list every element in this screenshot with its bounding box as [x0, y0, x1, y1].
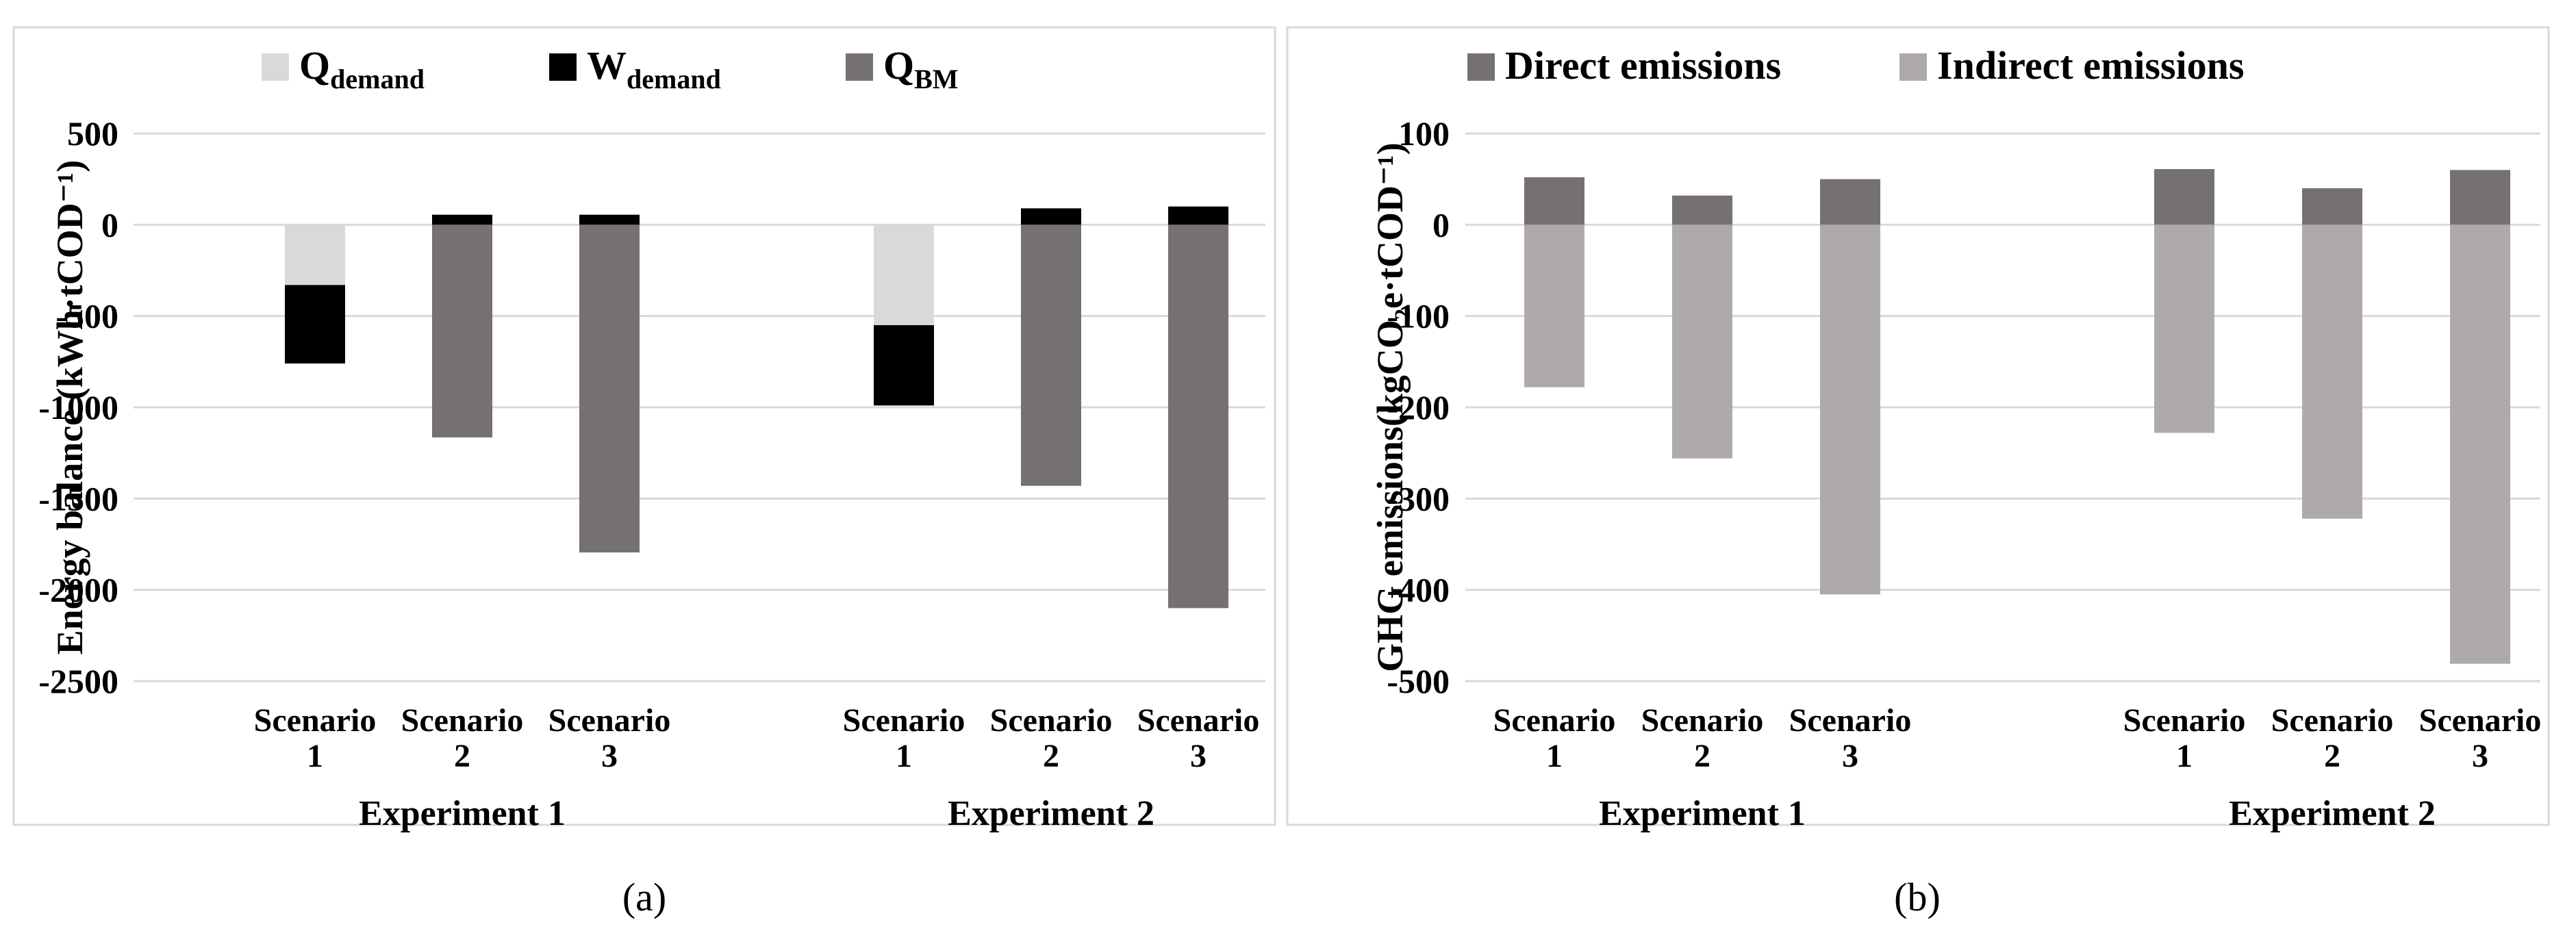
x-category-number: 3 — [1190, 738, 1207, 774]
x-category-label: Scenario — [990, 702, 1113, 739]
legend-swatch — [262, 53, 289, 81]
bar-q-bm — [1021, 225, 1081, 486]
bar-w-demand — [1021, 208, 1081, 225]
bar-w-demand — [579, 214, 640, 225]
y-tick-label: -400 — [1387, 571, 1450, 609]
bar-q-demand — [874, 225, 934, 325]
x-category-number: 2 — [1694, 738, 1710, 774]
panel-label: (b) — [1894, 875, 1941, 919]
x-category-number: 3 — [1842, 738, 1858, 774]
bar-direct-emissions — [2450, 170, 2510, 225]
x-category-number: 2 — [454, 738, 470, 774]
y-tick-label: -500 — [1387, 662, 1450, 700]
x-category-number: 2 — [2324, 738, 2340, 774]
legend-swatch — [846, 53, 873, 81]
x-category-number: 1 — [307, 738, 323, 774]
legend-label: Qdemand — [299, 43, 425, 94]
chart-frame — [1286, 26, 2550, 826]
y-tick-label: -300 — [1387, 479, 1450, 518]
legend-label-subscript: demand — [330, 64, 425, 94]
y-axis-label: GHG emissions(kgCO₂e·tCOD⁻¹) — [1369, 142, 1411, 672]
y-tick-label: 0 — [1432, 205, 1450, 244]
x-category-label: Scenario — [2419, 702, 2542, 739]
x-category-number: 1 — [1546, 738, 1563, 774]
bar-direct-emissions — [1672, 195, 1732, 225]
legend-swatch — [1899, 53, 1927, 81]
bar-q-bm — [1168, 225, 1228, 609]
y-tick-label: -2000 — [38, 571, 118, 609]
bar-q-bm — [579, 225, 640, 552]
y-tick-label: 100 — [1398, 114, 1450, 153]
bar-q-bm — [432, 225, 492, 437]
x-category-number: 3 — [601, 738, 618, 774]
bar-indirect-emissions — [1672, 225, 1732, 459]
bar-q-demand — [285, 225, 345, 285]
x-group-label: Experiment 1 — [1599, 794, 1806, 833]
x-category-label: Scenario — [1641, 702, 1764, 739]
bar-indirect-emissions — [2302, 225, 2362, 519]
y-tick-label: 500 — [67, 114, 118, 153]
bar-indirect-emissions — [1820, 225, 1880, 595]
y-tick-label: 0 — [101, 205, 118, 244]
legend-label-subscript: BM — [914, 64, 958, 94]
x-category-label: Scenario — [1137, 702, 1260, 739]
y-tick-label: -2500 — [38, 662, 118, 700]
y-axis-label: Energy balance (kWh·tCOD⁻¹) — [49, 160, 90, 655]
legend-label: Direct emissions — [1505, 43, 1781, 88]
x-category-label: Scenario — [843, 702, 965, 739]
legend-swatch — [1467, 53, 1495, 81]
x-category-label: Scenario — [2271, 702, 2394, 739]
x-category-label: Scenario — [2123, 702, 2246, 739]
x-category-label: Scenario — [401, 702, 524, 739]
x-category-number: 3 — [2472, 738, 2488, 774]
legend-label: QBM — [883, 43, 959, 94]
chart-frame — [12, 26, 1276, 826]
bar-w-demand — [432, 214, 492, 225]
bar-direct-emissions — [1820, 179, 1880, 225]
bar-direct-emissions — [2154, 169, 2214, 225]
bar-w-demand — [874, 325, 934, 406]
bar-direct-emissions — [2302, 188, 2362, 225]
legend-label: Wdemand — [587, 43, 721, 94]
x-category-number: 2 — [1043, 738, 1059, 774]
x-category-label: Scenario — [254, 702, 377, 739]
y-tick-label: -1000 — [38, 388, 118, 426]
y-tick-label: -100 — [1387, 297, 1450, 335]
bar-w-demand — [285, 285, 345, 363]
bar-indirect-emissions — [2154, 225, 2214, 433]
bar-indirect-emissions — [2450, 225, 2510, 664]
legend-swatch — [549, 53, 577, 81]
y-tick-label: -500 — [55, 297, 118, 335]
x-category-label: Scenario — [548, 702, 671, 739]
panel-a-energy-balance-chart: 500 0 -500 -1000 -1500 -2000 -2500 Energy balan… — [12, 26, 1276, 919]
x-group-label: Experiment 2 — [948, 794, 1154, 833]
legend-label-subscript: demand — [627, 64, 721, 94]
x-category-number: 1 — [896, 738, 912, 774]
bar-direct-emissions — [1524, 177, 1584, 225]
x-group-label: Experiment 1 — [359, 794, 566, 833]
panel-label: (a) — [622, 875, 666, 919]
y-tick-label: -200 — [1387, 388, 1450, 426]
bar-indirect-emissions — [1524, 225, 1584, 387]
bar-w-demand — [1168, 206, 1228, 225]
x-group-label: Experiment 2 — [2229, 794, 2436, 833]
x-category-label: Scenario — [1789, 702, 1912, 739]
x-category-number: 1 — [2176, 738, 2193, 774]
legend-label: Indirect emissions — [1937, 43, 2244, 88]
x-category-label: Scenario — [1493, 702, 1616, 739]
y-tick-label: -1500 — [38, 479, 118, 518]
